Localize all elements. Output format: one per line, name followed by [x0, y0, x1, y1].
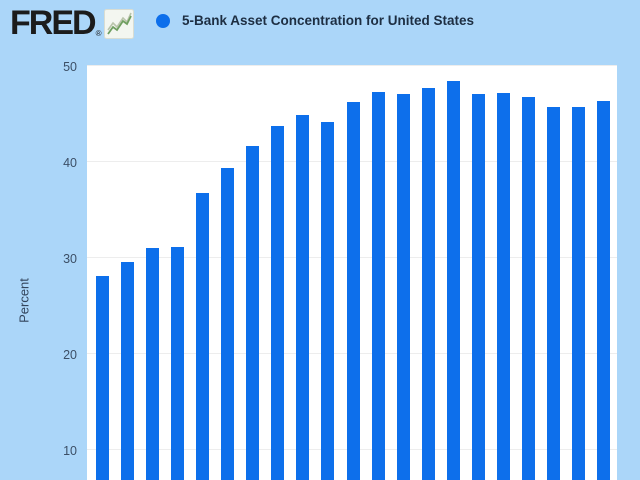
series-dot-icon	[156, 13, 170, 28]
y-tick-label-30: 30	[63, 252, 77, 266]
bar-6[interactable]	[246, 145, 259, 480]
bar-1[interactable]	[121, 261, 134, 480]
y-tick-label-50: 50	[63, 60, 77, 74]
y-tick-label-10: 10	[63, 444, 77, 458]
fred-logo[interactable]: FRED ®	[10, 4, 135, 43]
series-title[interactable]: 5-Bank Asset Concentration for United St…	[182, 13, 475, 28]
bar-20[interactable]	[597, 101, 610, 480]
bar-16[interactable]	[497, 92, 510, 480]
chart-legend: 5-Bank Asset Concentration for United St…	[156, 13, 474, 28]
bar-0[interactable]	[96, 276, 109, 480]
bar-19[interactable]	[572, 107, 585, 480]
bar-17[interactable]	[522, 96, 535, 480]
bar-13[interactable]	[422, 88, 435, 480]
bar-14[interactable]	[447, 81, 460, 480]
plot-area	[87, 65, 617, 480]
bar-18[interactable]	[547, 107, 560, 480]
y-tick-label-20: 20	[63, 348, 77, 362]
bar-10[interactable]	[347, 102, 360, 480]
bar-5[interactable]	[221, 167, 234, 480]
y-axis-title: Percent	[16, 278, 32, 323]
bar-4[interactable]	[196, 192, 209, 480]
bar-9[interactable]	[321, 121, 334, 480]
bar-12[interactable]	[397, 93, 410, 480]
bar-8[interactable]	[296, 114, 309, 480]
bar-7[interactable]	[271, 126, 284, 480]
gridline-50	[87, 65, 617, 66]
y-tick-label-40: 40	[63, 156, 77, 170]
bar-2[interactable]	[146, 248, 159, 480]
fred-sparkline-icon	[104, 8, 135, 39]
registered-trademark: ®	[95, 29, 102, 38]
bar-15[interactable]	[472, 93, 485, 480]
chart-header: FRED ® 5-Bank Asset Concentration for Uni…	[0, 0, 640, 55]
bar-3[interactable]	[171, 247, 184, 480]
fred-logo-text: FRED	[10, 4, 97, 42]
bar-11[interactable]	[372, 91, 385, 480]
